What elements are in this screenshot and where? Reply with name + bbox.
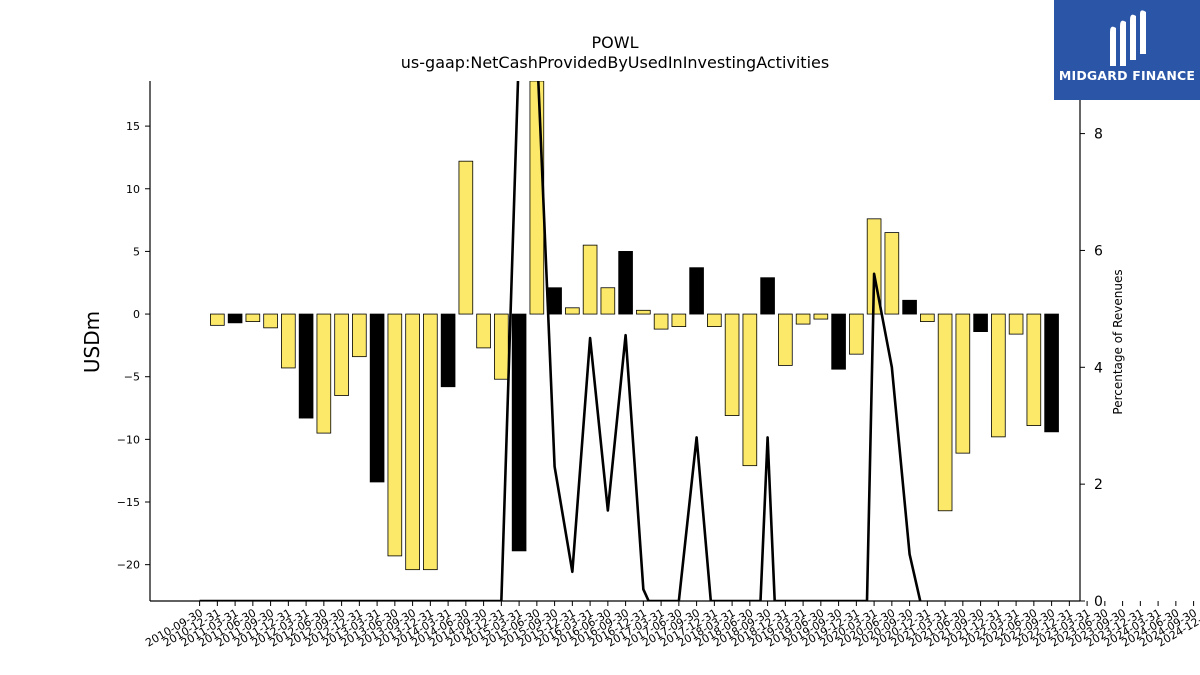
bar [973,313,988,332]
bar [778,313,793,366]
y2-tick-label: 0 [1094,594,1103,610]
bar [653,313,669,330]
bar [795,313,811,325]
bar [920,313,935,322]
bar [476,313,491,349]
line-layer [199,81,922,601]
bar [937,313,953,512]
bar [955,313,971,454]
y-tick-label: 5 [133,245,140,258]
y2-tick-label: 6 [1094,243,1103,259]
bar [387,313,403,557]
bar [618,251,633,315]
bar [352,313,367,358]
bar [369,313,385,483]
y-tick-label: −10 [117,433,140,446]
bar [263,313,278,329]
bar [813,313,829,320]
bar [316,313,332,434]
y-tick-label: −15 [117,496,140,509]
bar [760,277,775,315]
bar [902,299,917,315]
bar [724,313,740,416]
y-tick-label: −5 [124,371,140,384]
bar [742,313,758,467]
y2-tick-label: 2 [1094,477,1103,493]
bar [1044,313,1059,433]
bar [1026,313,1042,426]
bar [636,309,651,315]
bar [227,313,243,324]
bar [334,313,349,396]
bar [529,81,545,315]
y-axis-label: USDm [80,311,104,373]
bar [511,313,527,552]
y-tick-label: −20 [117,559,140,572]
axes-layer: −20−15−10−5051015024682010-09-302010-12-… [117,81,1200,650]
bar [600,287,616,315]
bar [210,313,225,326]
midgard-m-logo-icon [1110,10,1146,67]
y2-axis-label: Percentage of Revenues [1111,269,1125,414]
brand-logo: MIDGARD FINANCE [1054,0,1200,100]
bar [423,313,438,571]
bar [849,313,864,355]
bar [281,313,296,369]
y2-tick-label: 4 [1094,360,1103,376]
bars-layer [210,81,1059,571]
bar [831,313,846,370]
bar [991,313,1006,438]
bar [440,313,456,388]
y-tick-label: 0 [133,308,140,321]
bar [494,313,509,380]
bar [884,232,900,315]
bar [405,313,420,571]
bar [707,313,722,327]
y2-tick-label: 8 [1094,127,1103,143]
bar [689,267,704,315]
y-tick-label: 10 [126,183,140,196]
bar [582,244,598,315]
y-tick-label: 15 [126,120,140,133]
chart-title: POWL [592,33,639,52]
bar [671,313,687,327]
bar [1008,313,1024,335]
chart-subtitle: us-gaap:NetCashProvidedByUsedInInvesting… [401,53,829,72]
percentage-line [199,81,922,601]
bar [458,160,474,315]
bar [298,313,314,419]
brand-name: MIDGARD FINANCE [1058,68,1196,83]
bar [547,287,562,315]
bar [565,307,580,315]
bar [245,313,261,322]
